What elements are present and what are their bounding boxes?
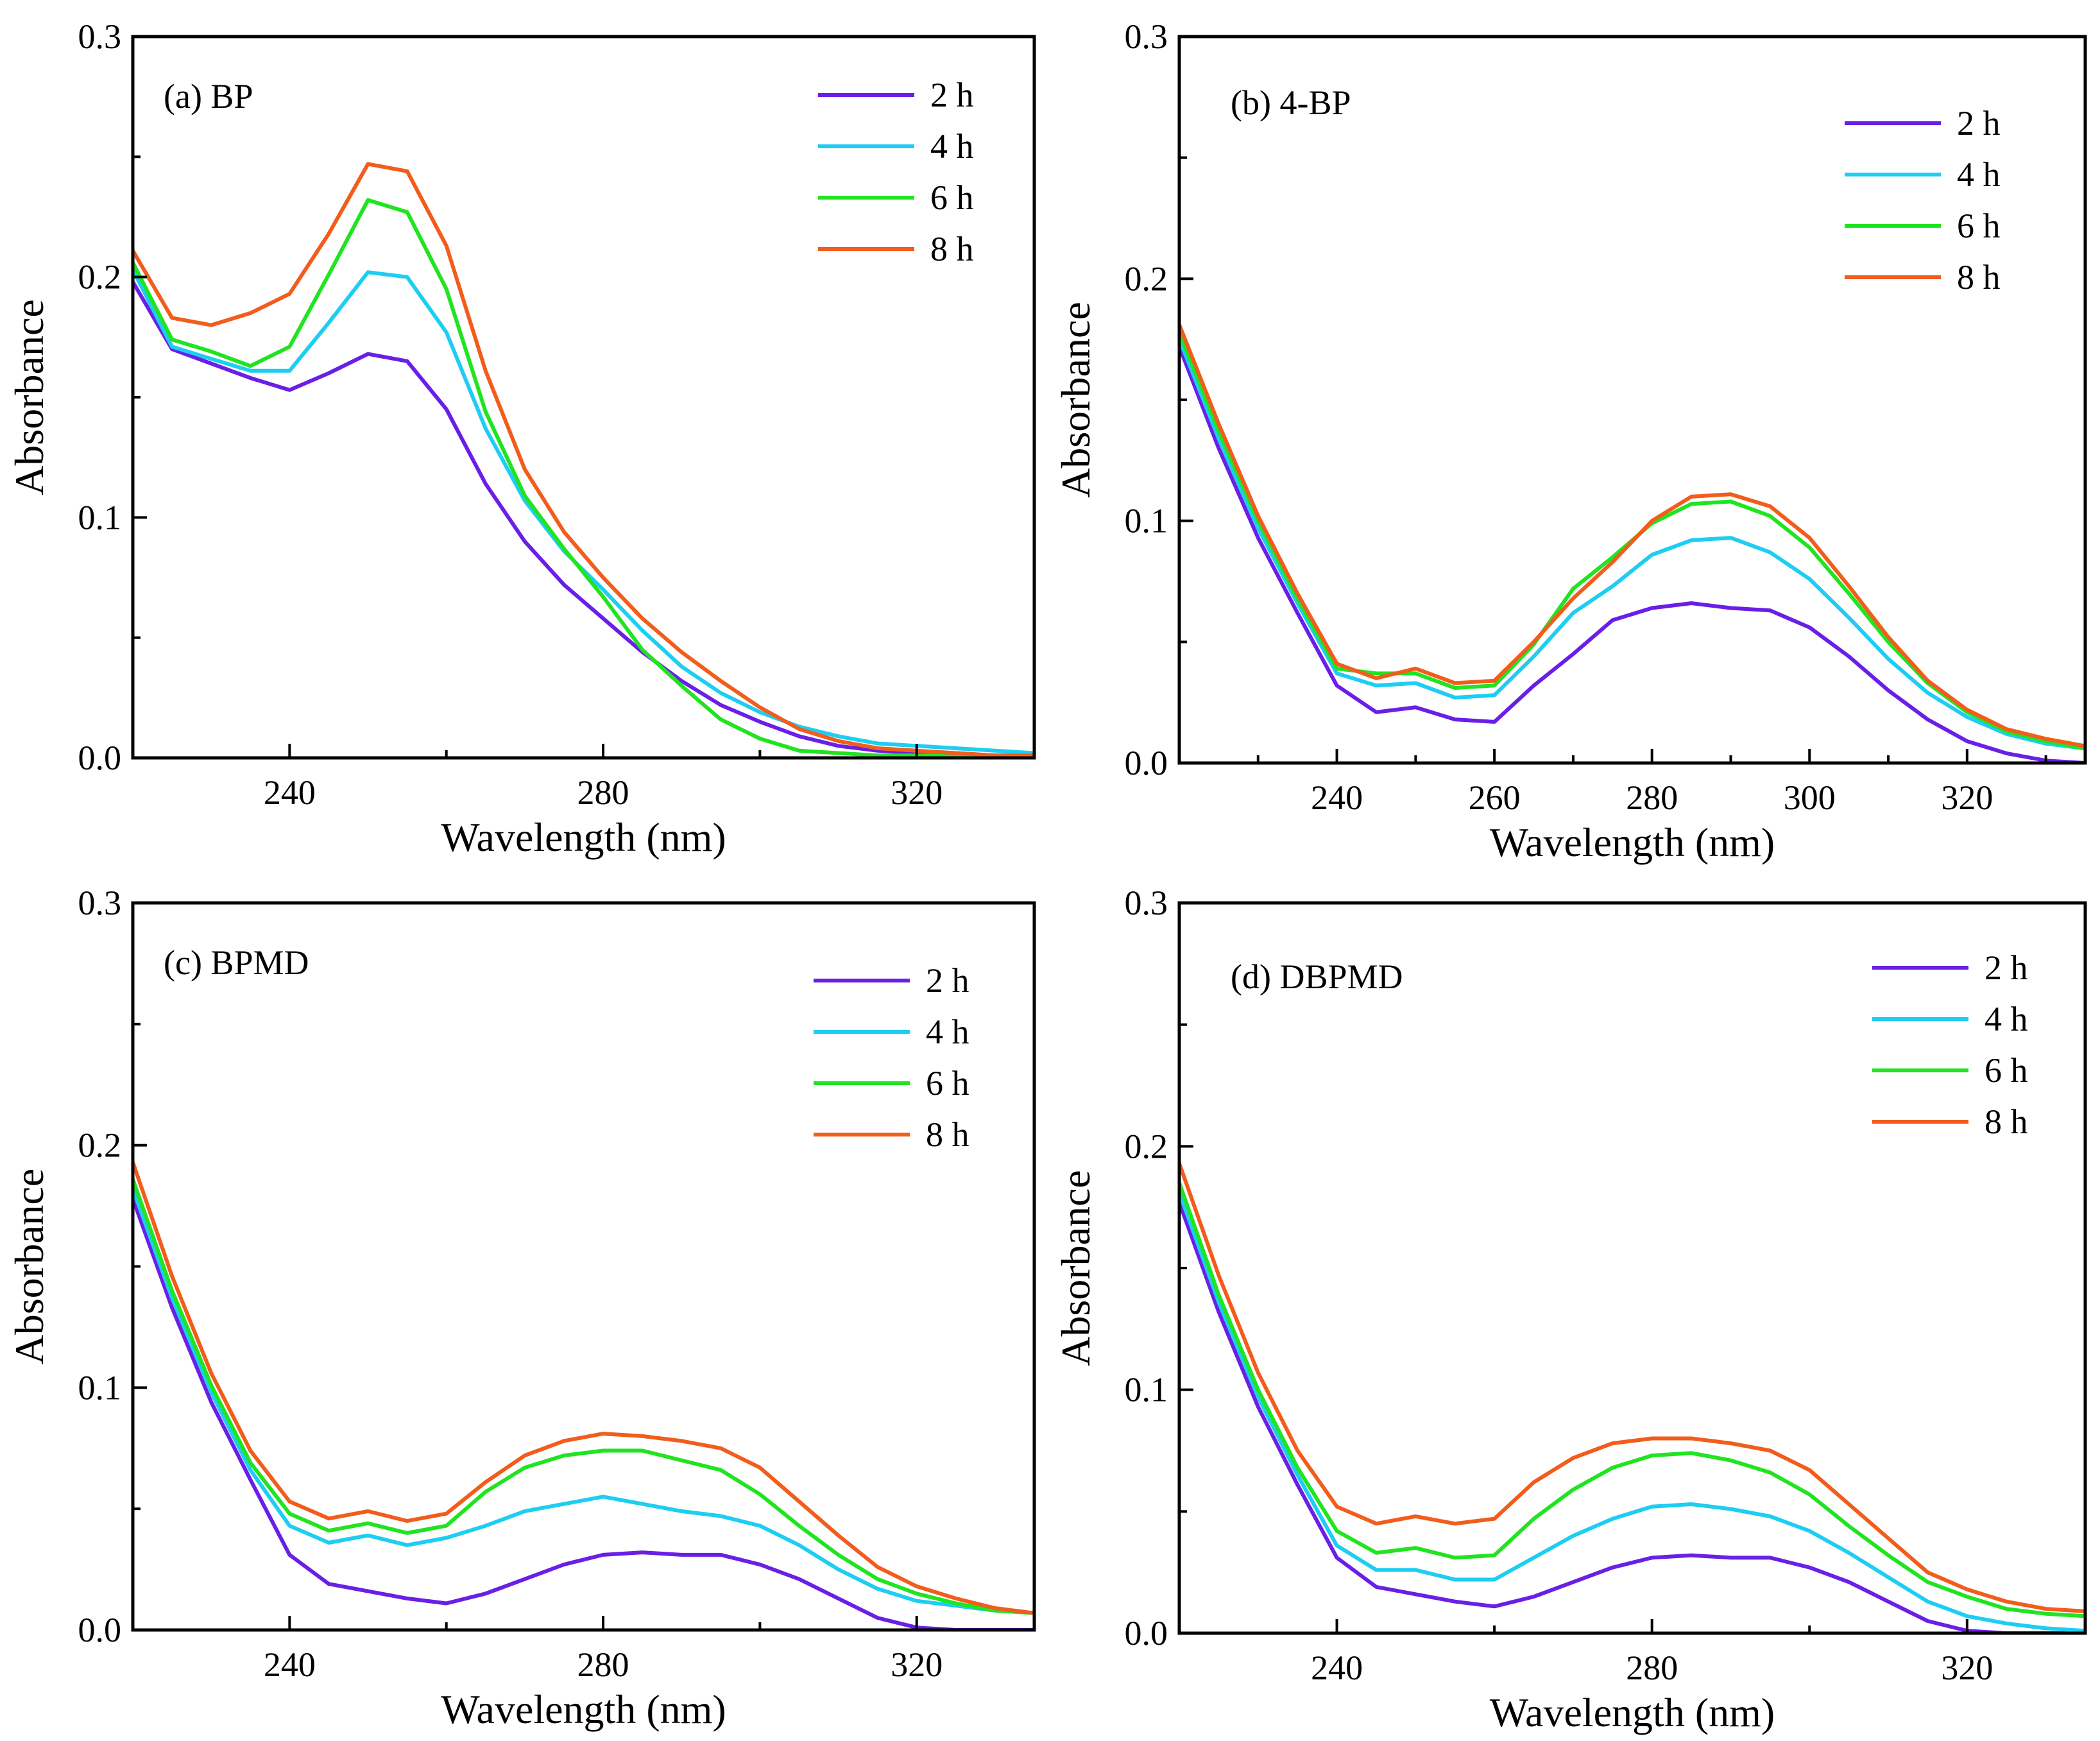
series-line-6h-d <box>1179 1182 2085 1618</box>
legend-c: 2 h 4 h 6 h 8 h <box>814 961 969 1154</box>
y-tick-label-b: 0.1 <box>1125 502 1168 540</box>
x-tick-label-b: 260 <box>1469 778 1521 817</box>
series-line-2h-d <box>1179 1201 2085 1633</box>
x-tick-label-b: 280 <box>1626 778 1678 817</box>
y-tick-label-c: 0.2 <box>78 1126 122 1165</box>
y-tick-label-a: 0.0 <box>78 739 122 777</box>
series-line-2h-b <box>1179 345 2085 763</box>
legend-label-4h-a: 4 h <box>930 127 974 166</box>
y-tick-label-c: 0.1 <box>78 1368 122 1407</box>
panel-d: 240 280 320 0.0 0.1 0.2 0.3 Wavelength (nm) Abso… <box>1053 884 2087 1735</box>
x-tick-label-b: 300 <box>1784 778 1836 817</box>
x-tick-label-b: 240 <box>1311 778 1363 817</box>
legend-label-8h-a: 8 h <box>930 230 974 268</box>
x-axis-title-c: Wavelength (nm) <box>441 1686 726 1732</box>
legend-label-6h-d: 6 h <box>1985 1051 2028 1090</box>
panel-label-d: (d) DBPMD <box>1231 957 1403 996</box>
x-tick-label-a: 240 <box>264 773 316 812</box>
series-line-8h-a <box>133 162 1034 758</box>
panel-label-a: (a) BP <box>164 77 253 116</box>
legend-d: 2 h 4 h 6 h 8 h <box>1872 948 2028 1141</box>
series-line-4h-d <box>1179 1192 2085 1633</box>
y-tick-label-d: 0.2 <box>1125 1127 1168 1165</box>
y-tick-label-a: 0.3 <box>78 17 122 56</box>
legend-label-8h-d: 8 h <box>1985 1102 2028 1141</box>
series-line-4h-c <box>133 1188 1034 1615</box>
series-line-2h-a <box>133 280 1034 758</box>
panel-label-c: (c) BPMD <box>164 943 309 982</box>
legend-label-6h-b: 6 h <box>1957 207 2001 245</box>
x-tick-label-c: 280 <box>577 1645 629 1684</box>
legend-label-6h-a: 6 h <box>930 178 974 217</box>
legend-label-4h-c: 4 h <box>926 1013 969 1051</box>
panel-b: 240 260 280 300 320 0.0 0.1 0.2 0.3 Wavelength (n… <box>1053 17 2087 865</box>
y-tick-label-d: 0.0 <box>1125 1614 1168 1652</box>
plot-frame-d <box>1177 901 2087 1635</box>
x-tick-label-a: 280 <box>577 773 629 812</box>
series-line-8h-c <box>133 1162 1034 1615</box>
legend-label-4h-b: 4 h <box>1957 155 2001 194</box>
y-tick-label-b: 0.2 <box>1125 259 1168 298</box>
y-axis-title-a: Absorbance <box>6 299 52 495</box>
x-axis-title-d: Wavelength (nm) <box>1490 1690 1775 1735</box>
plot-frame-c <box>131 901 1036 1632</box>
panel-c: 240 280 320 0.0 0.1 0.2 0.3 Wavelength (nm) Abso… <box>6 884 1036 1732</box>
legend-label-2h-c: 2 h <box>926 961 969 1000</box>
x-axis-title-b: Wavelength (nm) <box>1490 819 1775 865</box>
y-tick-label-a: 0.2 <box>78 258 122 296</box>
legend-label-2h-b: 2 h <box>1957 104 2001 142</box>
series-line-2h-c <box>133 1197 1034 1630</box>
legend-label-6h-c: 6 h <box>926 1064 969 1102</box>
legend-label-8h-c: 8 h <box>926 1115 969 1154</box>
x-axis-title-a: Wavelength (nm) <box>441 814 726 860</box>
panel-a: 240 280 320 0.0 0.1 0.2 0.3 Wavelength (nm) Abso… <box>6 17 1036 860</box>
y-tick-label-c: 0.3 <box>78 884 122 922</box>
legend-label-2h-d: 2 h <box>1985 948 2028 987</box>
series-line-8h-b <box>1179 323 2085 748</box>
x-tick-label-d: 240 <box>1311 1649 1363 1687</box>
legend-label-2h-a: 2 h <box>930 76 974 114</box>
x-tick-label-d: 280 <box>1626 1649 1678 1687</box>
legend-label-4h-d: 4 h <box>1985 1000 2028 1038</box>
series-line-4h-b <box>1179 338 2085 751</box>
series-line-8h-d <box>1179 1162 2085 1613</box>
y-tick-label-d: 0.3 <box>1125 884 1168 922</box>
y-tick-label-d: 0.1 <box>1125 1371 1168 1409</box>
x-tick-label-b: 320 <box>1941 778 1993 817</box>
legend-b: 2 h 4 h 6 h 8 h <box>1845 104 2001 296</box>
legend-label-8h-b: 8 h <box>1957 258 2001 296</box>
y-tick-label-c: 0.0 <box>78 1611 122 1649</box>
series-line-6h-c <box>133 1178 1034 1615</box>
y-axis-title-b: Absorbance <box>1053 302 1098 498</box>
y-tick-label-b: 0.0 <box>1125 744 1168 782</box>
y-tick-label-b: 0.3 <box>1125 17 1168 56</box>
panel-label-b: (b) 4-BP <box>1231 83 1351 122</box>
series-line-6h-a <box>133 198 1034 758</box>
y-tick-label-a: 0.1 <box>78 498 122 536</box>
y-axis-title-c: Absorbance <box>6 1169 52 1365</box>
x-tick-label-a: 320 <box>891 773 943 812</box>
x-tick-label-c: 240 <box>264 1645 316 1684</box>
y-axis-title-d: Absorbance <box>1053 1170 1098 1366</box>
x-tick-label-d: 320 <box>1941 1649 1993 1687</box>
legend-a: 2 h 4 h 6 h 8 h <box>818 76 974 268</box>
plot-frame-b <box>1177 35 2087 765</box>
x-tick-label-c: 320 <box>891 1645 943 1684</box>
series-line-4h-a <box>133 269 1034 755</box>
